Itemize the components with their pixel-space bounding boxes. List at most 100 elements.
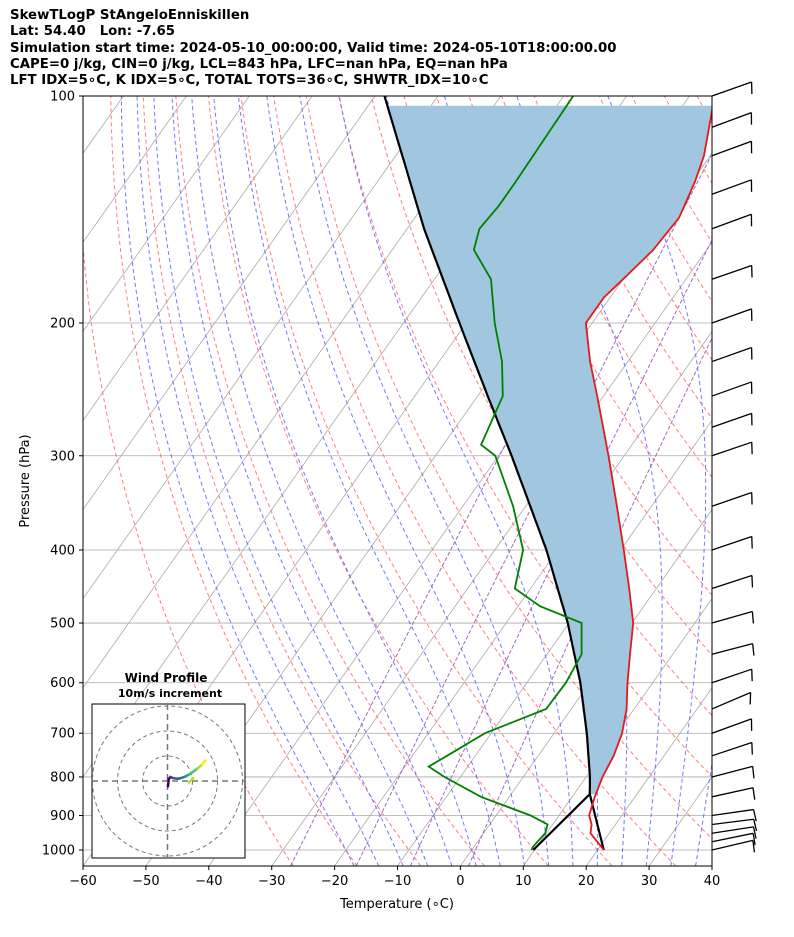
x-tick-label: −40	[195, 874, 222, 889]
barb-shaft	[711, 412, 752, 428]
isotherm-line	[460, 508, 712, 866]
y-tick-label: 500	[50, 617, 75, 632]
wind-barb	[711, 346, 753, 363]
x-tick-label: −50	[132, 874, 159, 889]
y-tick-label: 100	[50, 90, 75, 105]
isotherm-line	[83, 96, 250, 333]
temperature-profile-line	[584, 105, 712, 851]
wind-barb	[711, 691, 752, 710]
barb-shaft	[711, 668, 752, 684]
barb-shaft	[711, 264, 752, 280]
wind-barb	[711, 668, 753, 684]
barb-shaft	[711, 491, 752, 507]
hodograph-segment	[187, 776, 195, 784]
x-tick-label: 20	[578, 874, 595, 889]
barb-shaft	[711, 81, 752, 97]
chart-header: SkewTLogP StAngeloEnniskillen Lat: 54.40…	[10, 8, 617, 89]
hodograph-subtitle: 10m/s increment	[118, 687, 222, 700]
wind-barb	[711, 808, 757, 822]
axes: −60 −50 −40 −30 −20 −10 0 10 20 30 40 1000 900 800 700…	[42, 90, 720, 890]
barb-shaft	[711, 213, 752, 230]
barb-shaft	[711, 574, 753, 590]
wind-barb	[711, 441, 753, 457]
wind-barb	[711, 112, 753, 128]
x-tick-label: 10	[515, 874, 532, 889]
barb-shaft	[711, 741, 753, 757]
barb-flag	[751, 766, 755, 779]
y-axis-label: Pressure (hPa)	[18, 434, 33, 527]
barb-shaft	[711, 179, 752, 195]
isotherm-line	[83, 96, 313, 422]
dry-adiabat	[501, 96, 712, 478]
barb-shaft	[711, 718, 752, 734]
barb-shaft	[711, 691, 751, 710]
wind-barb	[711, 741, 753, 757]
barb-shaft	[711, 441, 752, 457]
dry-adiabat	[240, 96, 613, 866]
dry-adiabat	[468, 96, 712, 537]
cape-line: CAPE=0 j/kg, CIN=0 j/kg, LCL=843 hPa, LF…	[10, 56, 508, 72]
moist-adiabat	[171, 96, 429, 866]
barb-flag	[752, 787, 756, 800]
sounding-profiles	[383, 96, 712, 851]
dry-adiabat	[370, 96, 712, 717]
wind-barb	[711, 179, 753, 195]
barb-shaft	[711, 140, 752, 157]
indices-line: LFT IDX=5∘C, K IDX=5∘C, TOTAL TOTS=36∘C,…	[10, 73, 489, 89]
isotherm-line	[83, 96, 502, 689]
isotherm-line	[83, 96, 187, 244]
y-tick-label: 200	[50, 316, 75, 331]
x-tick-label: −30	[258, 874, 285, 889]
barb-flag	[751, 611, 755, 624]
barb-flag	[752, 840, 756, 853]
barb-shaft	[711, 818, 754, 826]
wind-barb	[711, 787, 756, 800]
barb-shaft	[711, 808, 754, 817]
wind-barb	[711, 412, 753, 428]
wind-barb	[711, 140, 753, 157]
hodograph-inset: Wind Profile 10m/s increment	[91, 671, 246, 859]
moist-adiabat	[338, 96, 574, 866]
wind-barb	[711, 832, 756, 846]
moist-adiabat	[191, 96, 453, 866]
x-tick-label: 30	[641, 874, 658, 889]
barb-flag	[752, 833, 756, 846]
dry-adiabat	[762, 96, 794, 866]
wind-barb	[711, 308, 753, 324]
y-tick-label: 1000	[42, 844, 75, 859]
moist-adiabat	[516, 96, 663, 866]
barb-shaft	[711, 826, 754, 834]
y-tick-label: 600	[50, 676, 75, 691]
lcl-dewpoint-line	[532, 793, 591, 851]
dry-adiabat	[273, 96, 677, 866]
wind-barb	[711, 765, 755, 779]
moist-adiabat	[607, 96, 707, 866]
barb-shaft	[711, 643, 753, 655]
mixing-ratio-line	[468, 336, 712, 866]
moist-adiabat	[237, 96, 501, 866]
wind-barb	[711, 213, 753, 230]
isotherm-line	[585, 687, 712, 866]
wind-barb	[711, 574, 754, 590]
barb-shaft	[711, 610, 753, 624]
parcel-profile-line	[383, 96, 605, 851]
y-tick-label: 700	[50, 727, 75, 742]
barb-shaft	[711, 832, 754, 843]
moist-adiabat	[153, 96, 404, 866]
time-line: Simulation start time: 2024-05-10_00:00:…	[10, 40, 617, 56]
dry-adiabat	[142, 96, 422, 866]
dry-adiabat	[175, 96, 485, 866]
y-tick-label: 300	[50, 449, 75, 464]
x-tick-label: −10	[384, 874, 411, 889]
moist-adiabat	[213, 96, 477, 866]
dry-adiabat	[730, 96, 794, 866]
wind-barb	[711, 718, 753, 734]
dry-adiabat	[83, 239, 294, 866]
barb-shaft	[711, 381, 752, 397]
moist-adiabat	[120, 96, 355, 866]
wind-barb	[711, 491, 753, 507]
barb-flag	[751, 643, 755, 656]
location-line: Lat: 54.40 Lon: -7.65	[10, 24, 176, 40]
dry-adiabat	[338, 96, 712, 778]
